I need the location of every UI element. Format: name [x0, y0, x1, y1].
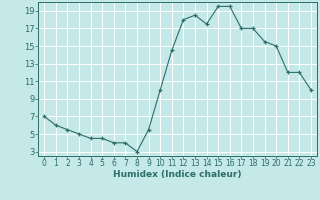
X-axis label: Humidex (Indice chaleur): Humidex (Indice chaleur) [113, 170, 242, 179]
